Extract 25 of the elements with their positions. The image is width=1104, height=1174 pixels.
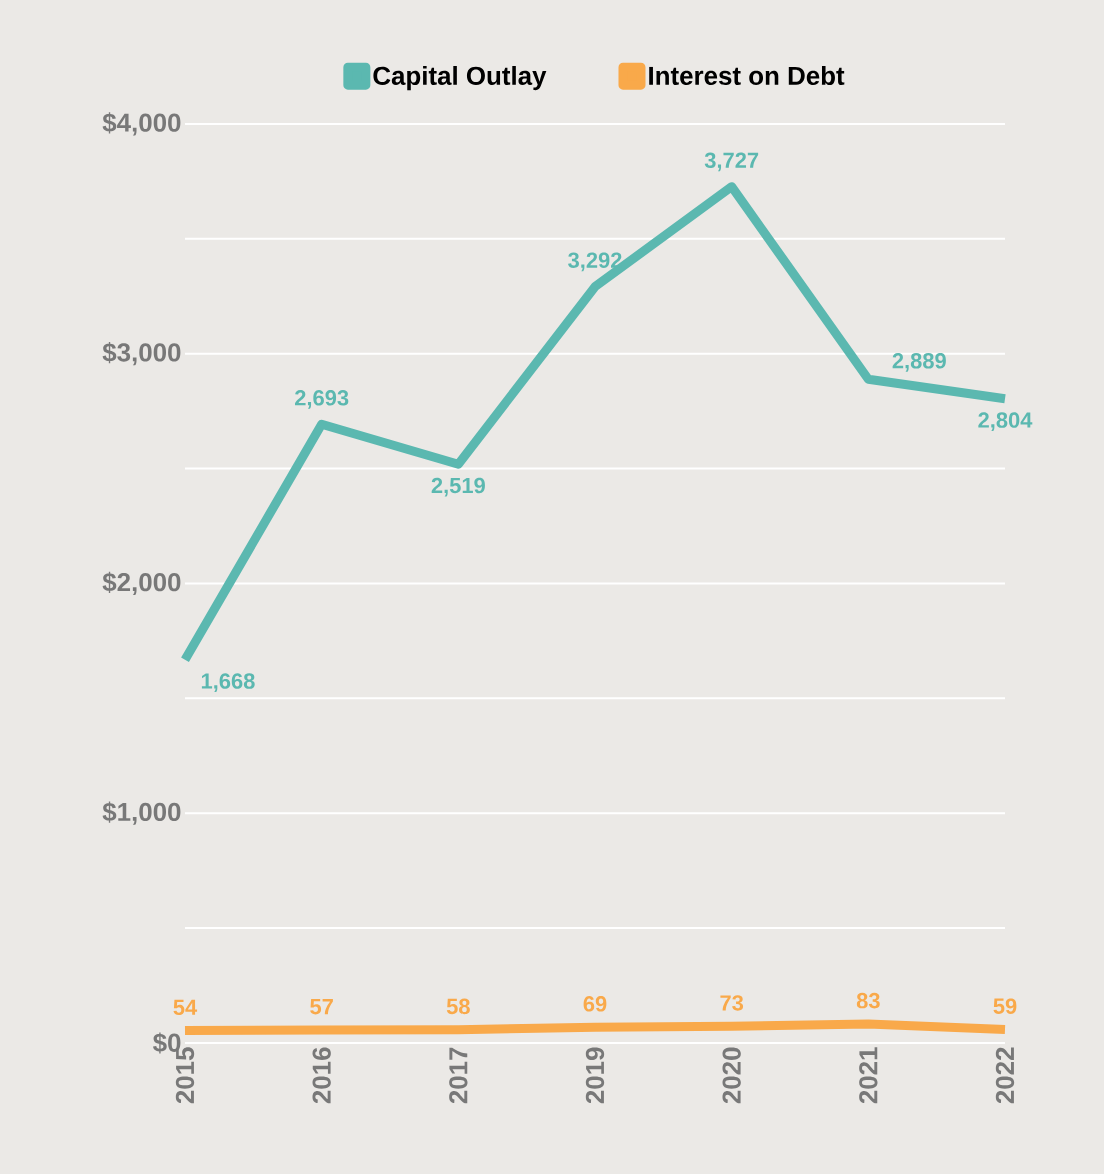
data-label: 2,693 [295,390,349,409]
legend-label: Interest on Debt [649,66,845,86]
data-label: 2,889 [892,353,946,372]
x-tick-label: 2017 [449,1047,468,1104]
x-tick-label: 2022 [995,1047,1015,1104]
x-tick-label: 2021 [859,1047,878,1104]
x-tick-label: 2019 [585,1047,605,1104]
y-tick-label: $4,000 [102,112,181,136]
data-label: 54 [173,999,198,1016]
data-label: 58 [446,998,470,1015]
y-tick-label: $1,000 [102,801,181,825]
legend-label: Capital Outlay [373,66,547,91]
data-label: 57 [310,999,333,1015]
data-label: 2,519 [431,477,485,497]
data-label: 59 [993,998,1017,1014]
data-label: 83 [856,992,880,1009]
data-label: 3,727 [704,152,759,172]
x-tick-label: 2020 [722,1047,741,1104]
data-label: 1,668 [201,673,255,692]
data-label: 69 [583,996,607,1012]
data-label: 2,804 [978,412,1033,431]
y-tick-label: $3,000 [102,342,181,366]
x-tick-label: 2016 [312,1047,331,1104]
data-label: 73 [720,995,744,1011]
y-tick-label: $2,000 [102,571,181,596]
